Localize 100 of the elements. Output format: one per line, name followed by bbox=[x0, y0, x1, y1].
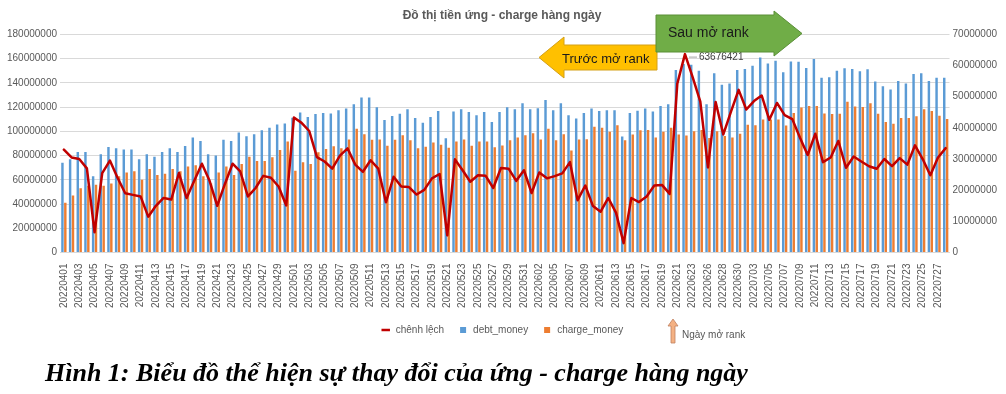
bar bbox=[222, 139, 225, 253]
bar bbox=[317, 152, 320, 253]
y2-tick-label: 0 bbox=[952, 246, 959, 258]
bar bbox=[245, 136, 248, 253]
bar bbox=[516, 137, 519, 253]
x-tick-label: 20220427 bbox=[257, 263, 268, 309]
x-tick-label: 20220519 bbox=[425, 263, 437, 309]
x-tick-label: 20220505 bbox=[318, 263, 330, 309]
bar bbox=[455, 141, 458, 253]
bar bbox=[751, 65, 754, 253]
x-tick-label: 20220619 bbox=[655, 263, 667, 309]
x-tick-label: 20220419 bbox=[195, 263, 207, 309]
bar bbox=[478, 141, 481, 253]
bar bbox=[432, 142, 435, 253]
bar bbox=[731, 137, 734, 253]
annotation: Trước mở rank bbox=[562, 51, 650, 66]
x-tick-label: 20220623 bbox=[686, 263, 698, 309]
x-tick-label: 20220521 bbox=[441, 263, 453, 309]
y-tick-label: 140000000 bbox=[6, 76, 58, 88]
bar bbox=[662, 131, 665, 253]
bar bbox=[133, 171, 136, 253]
bar bbox=[314, 114, 317, 253]
x-tick-label: 20220705 bbox=[763, 263, 775, 309]
chart-title: Đồ thị tiền ứng - charge hàng ngày bbox=[402, 7, 602, 22]
y2-tick-label: 30000000 bbox=[952, 152, 998, 164]
x-tick-label: 20220709 bbox=[793, 263, 805, 309]
bar bbox=[148, 168, 151, 253]
bar bbox=[728, 83, 731, 253]
bar bbox=[130, 149, 133, 253]
legend-label: chênh lệch bbox=[395, 323, 445, 335]
bar bbox=[524, 135, 527, 253]
x-tick-label: 20220409 bbox=[118, 263, 130, 309]
bar bbox=[639, 130, 642, 253]
bar bbox=[820, 77, 823, 253]
bar bbox=[429, 116, 432, 253]
x-tick-label: 20220725 bbox=[916, 263, 928, 309]
bar bbox=[107, 147, 110, 253]
x-tick-label: 20220509 bbox=[349, 263, 361, 309]
bar bbox=[386, 145, 389, 253]
x-tick-label: 20220523 bbox=[456, 263, 468, 309]
bar bbox=[685, 135, 688, 253]
bar bbox=[378, 139, 381, 253]
data-label: 63676421 bbox=[698, 50, 744, 62]
bar bbox=[64, 202, 67, 253]
annotation: Sau mở rank bbox=[668, 24, 749, 40]
x-tick-label: 20220429 bbox=[272, 263, 284, 309]
y2-tick-label: 70000000 bbox=[952, 28, 998, 40]
bar bbox=[590, 108, 593, 253]
y-tick-label: 0 bbox=[51, 246, 58, 258]
bar bbox=[79, 188, 82, 253]
bar bbox=[110, 183, 113, 253]
x-tick-label: 20220401 bbox=[57, 263, 69, 309]
x-tick-label: 20220421 bbox=[210, 263, 222, 309]
bar bbox=[340, 148, 343, 253]
bar bbox=[493, 147, 496, 253]
x-tick-label: 20220628 bbox=[717, 263, 729, 309]
x-tick-label: 20220425 bbox=[241, 263, 253, 309]
bar bbox=[797, 61, 800, 253]
x-tick-label: 20220531 bbox=[517, 263, 529, 309]
bar bbox=[337, 110, 340, 253]
y2-tick-label: 50000000 bbox=[952, 90, 998, 102]
x-tick-label: 20220423 bbox=[226, 263, 238, 309]
x-tick-label: 20220617 bbox=[640, 263, 652, 309]
bar bbox=[360, 97, 363, 253]
bar bbox=[800, 107, 803, 253]
bar bbox=[401, 135, 404, 253]
bar bbox=[935, 77, 938, 253]
bar bbox=[498, 112, 501, 253]
bar bbox=[294, 170, 297, 253]
x-tick-label: 20220721 bbox=[885, 263, 897, 309]
text: Ngày mở rank bbox=[682, 329, 746, 340]
bar bbox=[363, 134, 366, 253]
bar bbox=[176, 151, 179, 253]
x-tick-label: 20220513 bbox=[379, 263, 391, 309]
bar bbox=[846, 101, 849, 253]
x-tick-label: 20220529 bbox=[502, 263, 514, 309]
x-tick-label: 20220405 bbox=[88, 263, 100, 309]
bar bbox=[892, 123, 895, 253]
bar bbox=[102, 185, 105, 253]
y-tick-label: 80000000 bbox=[12, 149, 58, 161]
bar bbox=[202, 176, 205, 253]
x-tick-label: 20220607 bbox=[563, 263, 575, 309]
x-tick-label: 20220605 bbox=[548, 263, 560, 309]
y-tick-label: 40000000 bbox=[12, 197, 58, 209]
bar bbox=[636, 110, 639, 253]
bar bbox=[268, 127, 271, 253]
x-tick-label: 20220515 bbox=[395, 263, 407, 309]
bar bbox=[125, 172, 128, 253]
y-tick-label: 160000000 bbox=[6, 52, 58, 64]
bar bbox=[777, 119, 780, 253]
text: Hình 1: Biểu đồ thể hiện sự thay đổi của ứng - charge hàng ngày bbox=[45, 358, 748, 388]
y-tick-label: 60000000 bbox=[12, 173, 58, 185]
bar bbox=[406, 109, 409, 253]
bar bbox=[843, 68, 846, 253]
x-tick-label: 20220711 bbox=[809, 263, 821, 308]
bar bbox=[616, 125, 619, 253]
bar bbox=[869, 103, 872, 253]
bar bbox=[217, 172, 220, 253]
x-tick-label: 20220715 bbox=[839, 263, 851, 309]
x-tick-label: 20220609 bbox=[579, 263, 591, 309]
